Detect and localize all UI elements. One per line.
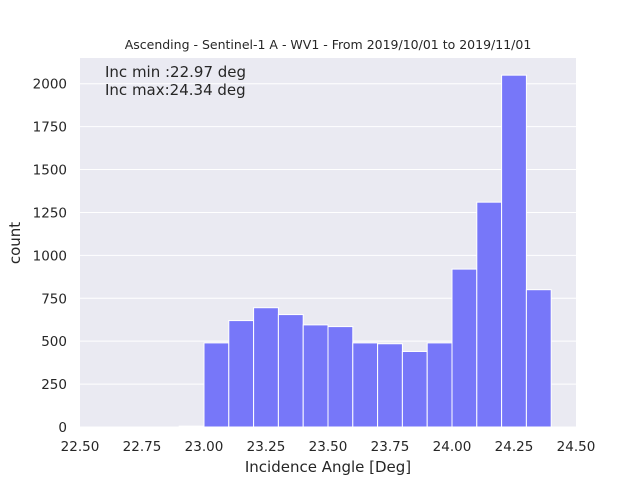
y-tick-label: 1750 <box>33 120 67 136</box>
histogram-bar <box>426 342 453 428</box>
histogram-bar <box>525 289 552 428</box>
annotation-inc-max: Inc max:24.34 deg <box>105 81 246 99</box>
x-tick-labels: 22.50 22.75 23.00 23.25 23.50 23.75 24.00 24.25… <box>61 439 596 455</box>
histogram-bar <box>203 342 230 428</box>
y-tick-label: 500 <box>41 334 67 350</box>
histogram-bar <box>377 343 403 428</box>
histogram-bar <box>253 307 279 428</box>
y-tick-label: 1000 <box>33 248 67 264</box>
x-tick-label: 24.25 <box>495 439 534 455</box>
y-axis-label: count <box>6 222 24 264</box>
y-tick-label: 1250 <box>33 205 67 221</box>
histogram-bar <box>178 425 205 428</box>
y-tick-label: 750 <box>41 291 67 307</box>
chart-title: Ascending - Sentinel-1 A - WV1 - From 20… <box>125 37 532 52</box>
histogram-bar <box>228 320 255 428</box>
histogram-bar <box>327 326 354 428</box>
histogram-bar <box>476 201 503 428</box>
histogram-bar <box>501 74 527 428</box>
x-tick-label: 23.25 <box>247 439 286 455</box>
annotation-inc-min: Inc min :22.97 deg <box>105 63 246 81</box>
histogram-bar <box>302 324 329 428</box>
x-tick-label: 23.50 <box>309 439 348 455</box>
y-tick-label: 1500 <box>33 163 67 179</box>
histogram-bar <box>352 342 379 428</box>
x-tick-label: 24.50 <box>557 439 596 455</box>
y-tick-labels: 0 250 500 750 1000 1250 1500 1750 2000 <box>33 77 67 436</box>
histogram-bar <box>451 268 478 428</box>
x-tick-label: 23.00 <box>185 439 224 455</box>
x-tick-label: 24.00 <box>433 439 472 455</box>
x-tick-label: 22.75 <box>123 439 162 455</box>
y-tick-label: 0 <box>58 420 67 436</box>
bars <box>178 74 552 428</box>
x-tick-label: 23.75 <box>371 439 410 455</box>
x-tick-label: 22.50 <box>61 439 100 455</box>
x-axis-label: Incidence Angle [Deg] <box>245 458 411 476</box>
y-tick-label: 2000 <box>33 77 67 93</box>
histogram-bar <box>401 350 428 428</box>
y-tick-label: 250 <box>41 377 67 393</box>
histogram-bar <box>277 314 304 428</box>
